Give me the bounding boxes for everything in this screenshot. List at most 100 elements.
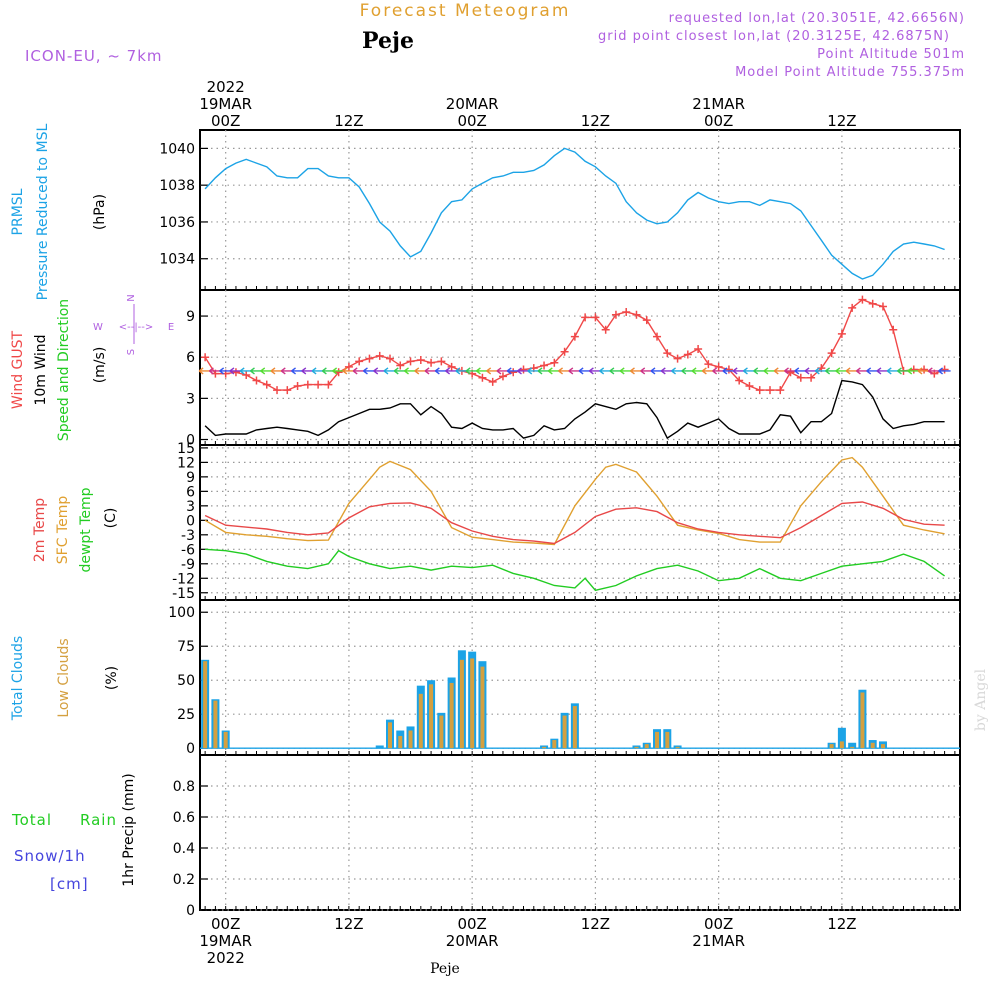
gust-marker: [622, 307, 631, 316]
prmsl-line: [204, 147, 945, 280]
top-time-label: 12Z: [581, 112, 610, 130]
wind-direction-arrow: [927, 367, 941, 375]
gust-marker: [786, 368, 795, 377]
wind-direction-arrow: [506, 367, 520, 375]
low-cloud-bar: [480, 666, 485, 749]
panel-frame-4: [199, 599, 961, 756]
p3-label-2m: 2m Temp: [32, 498, 48, 562]
wind-direction-arrow: [640, 367, 653, 375]
wind-direction-arrow: [537, 367, 551, 375]
gust-marker: [293, 382, 302, 391]
y-tick-label: -9: [181, 557, 195, 573]
low-cloud-bar: [459, 659, 464, 749]
wind-direction-arrow: [383, 367, 396, 375]
gust-marker: [509, 368, 518, 377]
compass-e: E: [168, 322, 174, 333]
wind-direction-arrow: [835, 367, 848, 375]
wind-direction-arrow: [845, 367, 859, 375]
low-cloud-bar: [542, 746, 547, 749]
low-cloud-bar: [644, 744, 649, 749]
top-time-label: 00Z: [704, 112, 733, 130]
low-cloud-bar: [388, 722, 392, 749]
gust-marker: [262, 380, 271, 389]
y-tick-label: 6: [186, 484, 195, 500]
p3-label-sfc: SFC Temp: [55, 496, 71, 565]
panel-frame-1: [199, 129, 961, 291]
gust-marker: [796, 373, 805, 382]
gust-marker: [837, 329, 846, 338]
gust-marker: [303, 380, 312, 389]
wind-direction-arrow: [270, 367, 284, 375]
footer-location: Peje: [430, 961, 460, 977]
low-cloud-bar: [870, 742, 875, 749]
p2-label-wind: 10m Wind: [33, 334, 49, 405]
low-cloud-bar: [572, 706, 577, 749]
wind-direction-arrow: [794, 367, 807, 375]
gust-marker: [776, 386, 785, 395]
y-tick-label: 3: [186, 391, 195, 407]
p4-label-total: Total Clouds: [10, 636, 26, 721]
location-title: Peje: [362, 28, 414, 54]
gust-marker: [365, 354, 374, 363]
panel-grids: [199, 129, 961, 911]
wind-direction-arrow: [558, 367, 571, 375]
wind-direction-arrow: [938, 367, 951, 375]
low-cloud-bar: [552, 740, 557, 749]
p1-unit: (hPa): [92, 194, 108, 230]
gust-marker: [673, 354, 682, 363]
gust-marker: [878, 302, 887, 311]
sfc-temp-line: [204, 456, 945, 546]
gust-marker: [724, 365, 733, 374]
p5-label-total: Total: [11, 811, 52, 829]
wind-direction-arrow: [701, 367, 715, 375]
wind-direction-arrow: [650, 367, 664, 375]
low-cloud-bar: [634, 746, 639, 749]
bottom-time-label: 00Z: [211, 915, 240, 933]
gust-marker: [498, 372, 507, 381]
p5-label-cm: [cm]: [50, 875, 89, 893]
wind-direction-arrow: [609, 367, 622, 375]
wind-direction-arrow: [897, 367, 910, 375]
wind-direction-arrow: [753, 367, 766, 375]
p2-label-gust: Wind GUST: [10, 330, 26, 409]
wind-direction-arrow: [517, 367, 530, 375]
y-tick-label: 3: [186, 499, 195, 515]
wind-direction-arrow: [291, 367, 304, 375]
gust-marker: [242, 371, 251, 380]
gust-marker: [807, 373, 816, 382]
bottom-time-label: 12Z: [334, 915, 363, 933]
bottom-time-label: 00Z: [457, 915, 486, 933]
wind-direction-arrow: [866, 367, 879, 375]
wind-direction-arrow: [219, 367, 232, 375]
top-time-label: 21MAR: [692, 95, 745, 113]
gust-marker: [314, 380, 323, 389]
wind-direction-arrow: [414, 367, 427, 375]
wind-direction-arrow: [311, 367, 325, 375]
gust-marker: [735, 376, 744, 385]
gust-marker: [714, 362, 723, 371]
bottom-time-label: 20MAR: [446, 932, 499, 950]
gust-marker: [745, 382, 754, 391]
bottom-time-label: 00Z: [704, 915, 733, 933]
top-time-label: 20MAR: [446, 95, 499, 113]
wind-direction-arrow: [465, 367, 479, 375]
low-cloud-bar: [429, 684, 434, 749]
top-time-label: 19MAR: [199, 95, 252, 113]
compass-rose: N S W E <--|-->: [93, 294, 174, 355]
gust-marker: [827, 349, 836, 358]
total-cloud-bar: [837, 727, 846, 749]
compass-s: S: [126, 349, 137, 355]
gust-marker: [375, 351, 384, 360]
wind-direction-arrow: [722, 367, 735, 375]
temp-2m-line: [204, 501, 945, 545]
wind-direction-arrow: [445, 367, 458, 375]
wind-direction-arrow: [825, 367, 838, 375]
y-tick-label: -6: [181, 542, 195, 558]
top-time-label: 00Z: [211, 112, 240, 130]
wind-direction-arrow: [630, 367, 643, 375]
wind-direction-arrow: [342, 367, 355, 375]
gust-marker: [550, 358, 559, 367]
y-tick-label: 1036: [159, 215, 195, 231]
gust-marker: [478, 373, 487, 382]
